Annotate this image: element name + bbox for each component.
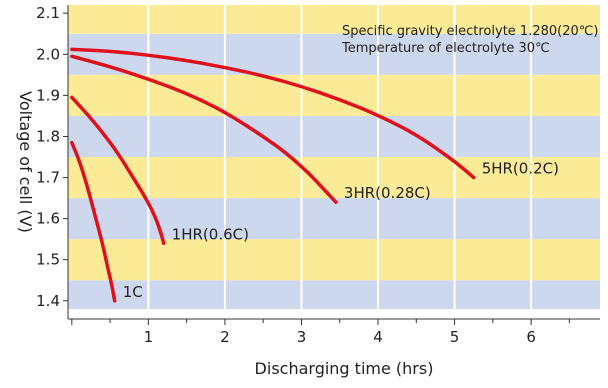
y-axis-label: Voltage of cell (V) [16,91,35,233]
series-line [70,140,117,303]
series-labels: 1C 1HR(0.6C) 3HR(0.28C) 5HR(0.2C) [123,160,559,301]
background-band [68,280,600,309]
series-label: 5HR(0.2C) [482,160,559,178]
background-band [68,115,600,157]
x-tick-label: 5 [450,328,460,346]
axes [67,5,600,320]
x-tick-label: 1 [144,328,154,346]
x-tick-label: 3 [297,328,307,346]
series-label: 3HR(0.28C) [344,184,431,202]
series-label: 1HR(0.6C) [172,225,249,243]
series-label: 1C [123,283,143,301]
x-axis-label: Discharging time (hrs) [255,359,434,378]
annotation-line-2: Temperature of electrolyte 30℃ [341,41,550,56]
series-lines [70,47,476,303]
background-band [68,5,600,34]
series-line [70,47,476,180]
background-band [68,239,600,281]
y-tick-label: 1.7 [36,169,60,187]
annotation-line-1: Specific gravity electrolyte 1.280(20℃) [342,24,598,39]
y-tick-label: 2.0 [36,45,60,63]
background-band [68,157,600,199]
background-bands [68,5,600,309]
x-tick-label: 4 [373,328,383,346]
tick-labels: 1.4 1.5 1.6 1.7 1.8 1.9 2.0 2.1 1 2 3 4 5 6 [36,4,570,346]
y-tick-label: 1.6 [36,210,60,228]
x-tick-label: 6 [526,328,536,346]
y-tick-label: 1.9 [36,86,60,104]
x-tick-label: 2 [220,328,230,346]
y-tick-label: 1.8 [36,127,60,145]
background-band [68,33,600,75]
y-tick-label: 2.1 [36,4,60,22]
series-line [70,95,166,246]
y-tick-label: 1.4 [36,292,60,310]
y-tick-label: 1.5 [36,251,60,269]
series-line [70,54,338,204]
